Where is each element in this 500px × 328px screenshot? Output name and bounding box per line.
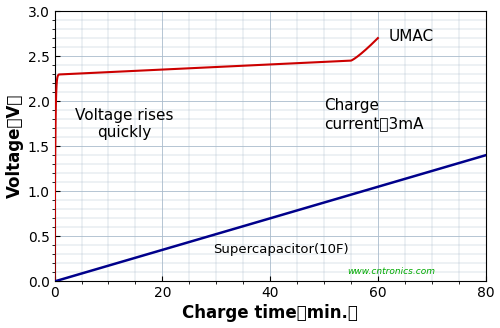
Text: Voltage rises
quickly: Voltage rises quickly [76,108,174,140]
Y-axis label: Voltage（V）: Voltage（V） [6,94,24,198]
Text: Supercapacitor(10F): Supercapacitor(10F) [213,243,348,256]
X-axis label: Charge time（min.）: Charge time（min.） [182,304,358,322]
Text: www.cntronics.com: www.cntronics.com [348,267,436,276]
Text: UMAC: UMAC [388,29,434,44]
Text: Charge
current：3mA: Charge current：3mA [324,98,424,131]
